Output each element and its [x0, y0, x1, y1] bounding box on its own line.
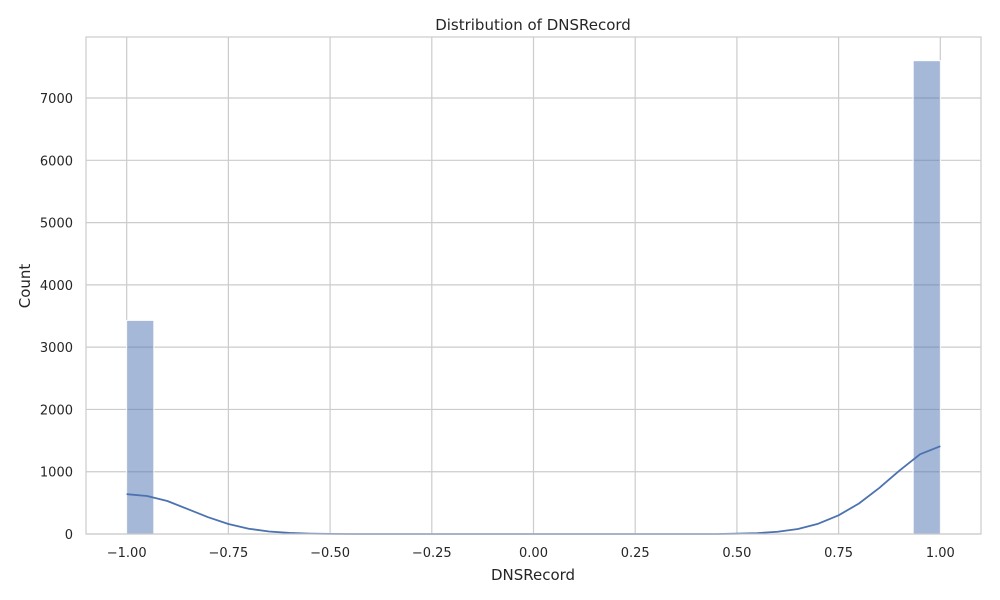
x-tick-label: 0.00 [519, 546, 548, 561]
histogram-bar [126, 319, 155, 535]
x-tick-label: 0.50 [722, 546, 751, 561]
x-tick-label: 1.00 [926, 546, 955, 561]
x-tick-label: −0.75 [208, 546, 248, 561]
histogram-bars [126, 60, 941, 535]
chart-title: Distribution of DNSRecord [435, 16, 631, 34]
y-tick-label: 3000 [40, 341, 73, 356]
x-axis-ticks: −1.00 −0.75 −0.50 −0.25 0.00 0.25 0.50 0.75 1.00 [107, 546, 955, 561]
x-axis-label: DNSRecord [491, 566, 575, 584]
grid [86, 37, 981, 535]
y-tick-label: 5000 [40, 217, 73, 232]
x-tick-label: −1.00 [107, 546, 147, 561]
y-axis-ticks: 0 1000 2000 3000 4000 5000 6000 7000 [40, 92, 73, 543]
y-tick-label: 2000 [40, 403, 73, 418]
y-tick-label: 6000 [40, 154, 73, 169]
plot-frame [85, 36, 982, 535]
histogram-bar [912, 60, 941, 535]
x-tick-label: −0.25 [412, 546, 452, 561]
y-tick-label: 0 [65, 528, 73, 543]
y-tick-label: 1000 [40, 466, 73, 481]
x-tick-label: 0.25 [621, 546, 650, 561]
x-tick-label: −0.50 [310, 546, 350, 561]
y-tick-label: 4000 [40, 279, 73, 294]
y-tick-label: 7000 [40, 92, 73, 107]
y-axis-label: Count [16, 264, 34, 309]
x-tick-label: 0.75 [824, 546, 853, 561]
